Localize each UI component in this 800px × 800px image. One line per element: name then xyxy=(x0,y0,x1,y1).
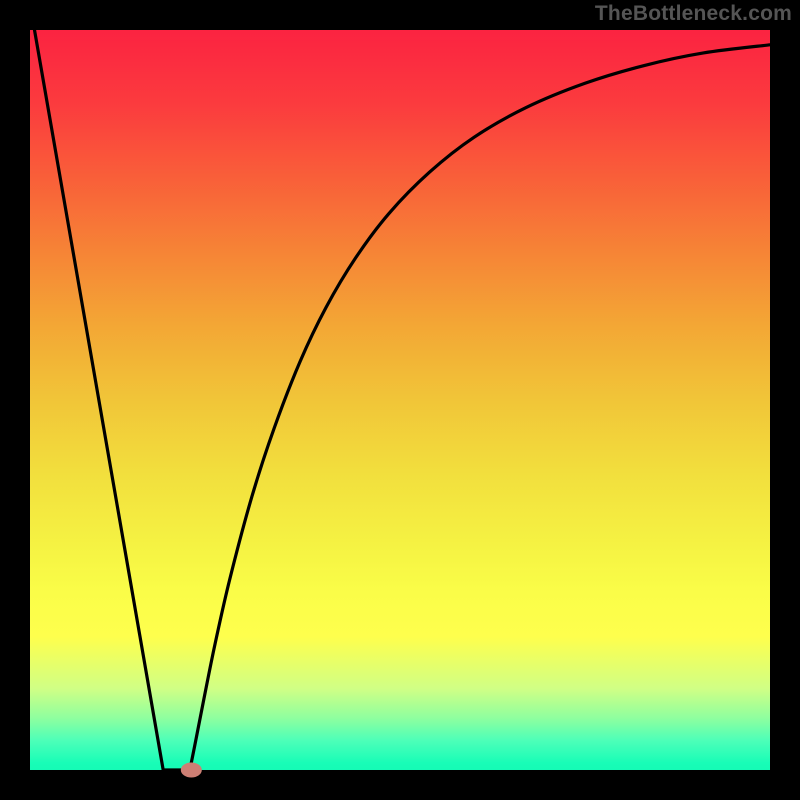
watermark-text: TheBottleneck.com xyxy=(595,2,792,26)
chart-svg xyxy=(0,0,800,800)
bottleneck-chart: TheBottleneck.com xyxy=(0,0,800,800)
chart-background xyxy=(30,30,770,770)
optimum-marker xyxy=(181,763,201,777)
